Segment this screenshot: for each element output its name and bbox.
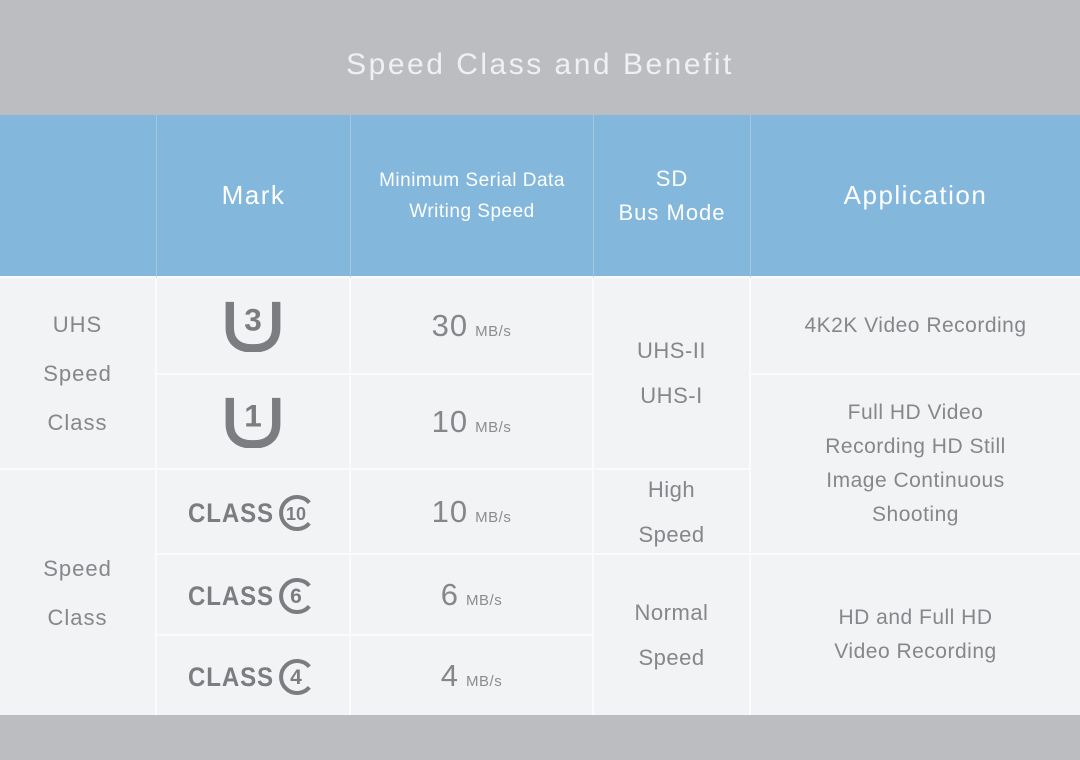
bus-mode-cell-normal-speed: Normal Speed	[594, 555, 751, 715]
bus-mode-normal-speed-label: Normal Speed	[634, 600, 709, 670]
speed-cell-4: 4 MB/s	[351, 636, 594, 715]
row-group-speed-class: Speed Class	[0, 470, 157, 715]
corner-header-cell	[0, 115, 157, 278]
mark-cell-class-4: CLASS 4	[157, 636, 351, 715]
mark-cell-class-6: CLASS 6	[157, 555, 351, 636]
speed-unit: MB/s	[475, 508, 512, 526]
page-title: Speed Class and Benefit	[346, 47, 734, 81]
mark-column-header: Mark	[157, 115, 351, 278]
speed-class-label: Speed Class	[43, 555, 112, 630]
svg-text:3: 3	[244, 301, 262, 337]
sd-bus-mode-column-header: SD Bus Mode	[594, 115, 751, 278]
svg-text:4: 4	[290, 666, 302, 689]
mark-cell-uhs-3: 3	[157, 278, 351, 375]
application-cell-4k2k: 4K2K Video Recording	[751, 278, 1080, 375]
speed-unit: MB/s	[475, 418, 512, 436]
speed-class-table: Mark Minimum Serial Data Writing Speed S…	[0, 115, 1080, 715]
sd-bus-mode-header-label: SD Bus Mode	[618, 165, 726, 225]
bus-mode-cell-uhs: UHS-II UHS-I	[594, 278, 751, 470]
mark-cell-uhs-1: 1	[157, 375, 351, 470]
svg-text:CLASS: CLASS	[188, 498, 274, 528]
speed-cell-30: 30 MB/s	[351, 278, 594, 375]
speed-value: 6	[440, 576, 460, 612]
svg-text:CLASS: CLASS	[188, 662, 274, 692]
bus-mode-high-speed-label: High Speed	[638, 476, 705, 547]
title-banner: Speed Class and Benefit	[0, 0, 1080, 115]
uhs-speed-class-label: UHS Speed Class	[43, 311, 112, 435]
speed-value: 30	[431, 307, 469, 343]
speed-cell-6: 6 MB/s	[351, 555, 594, 636]
application-column-header: Application	[751, 115, 1080, 278]
speed-value: 10	[431, 403, 469, 439]
mark-header-label: Mark	[221, 180, 286, 210]
uhs-speed-class-1-mark-icon: 1	[223, 396, 283, 448]
mark-cell-class-10: CLASS 10	[157, 470, 351, 555]
speed-cell-10-uhs: 10 MB/s	[351, 375, 594, 470]
svg-text:6: 6	[290, 585, 302, 608]
class-4-mark-icon: CLASS 4	[186, 654, 320, 698]
class-10-mark-icon: CLASS 10	[186, 490, 320, 534]
application-hd-label: HD and Full HD Video Recording	[834, 606, 997, 663]
application-cell-full-hd: Full HD Video Recording HD Still Image C…	[751, 375, 1080, 555]
application-4k2k-label: 4K2K Video Recording	[804, 313, 1027, 337]
application-cell-hd: HD and Full HD Video Recording	[751, 555, 1080, 715]
application-header-label: Application	[843, 180, 988, 210]
speed-unit: MB/s	[466, 591, 503, 609]
bus-mode-uhs-label: UHS-II UHS-I	[637, 338, 706, 408]
speed-value: 10	[431, 493, 469, 529]
application-full-hd-label: Full HD Video Recording HD Still Image C…	[825, 401, 1006, 526]
svg-text:CLASS: CLASS	[188, 581, 274, 611]
class-6-mark-icon: CLASS 6	[186, 573, 320, 617]
speed-value: 4	[440, 657, 460, 693]
writing-speed-column-header: Minimum Serial Data Writing Speed	[351, 115, 594, 278]
writing-speed-header-label: Minimum Serial Data Writing Speed	[379, 169, 565, 222]
svg-text:10: 10	[286, 504, 306, 524]
uhs-speed-class-3-mark-icon: 3	[223, 300, 283, 352]
bus-mode-cell-high-speed: High Speed	[594, 470, 751, 555]
speed-unit: MB/s	[466, 672, 503, 690]
speed-cell-10-class: 10 MB/s	[351, 470, 594, 555]
svg-text:1: 1	[244, 397, 262, 433]
speed-unit: MB/s	[475, 322, 512, 340]
row-group-uhs-speed-class: UHS Speed Class	[0, 278, 157, 470]
